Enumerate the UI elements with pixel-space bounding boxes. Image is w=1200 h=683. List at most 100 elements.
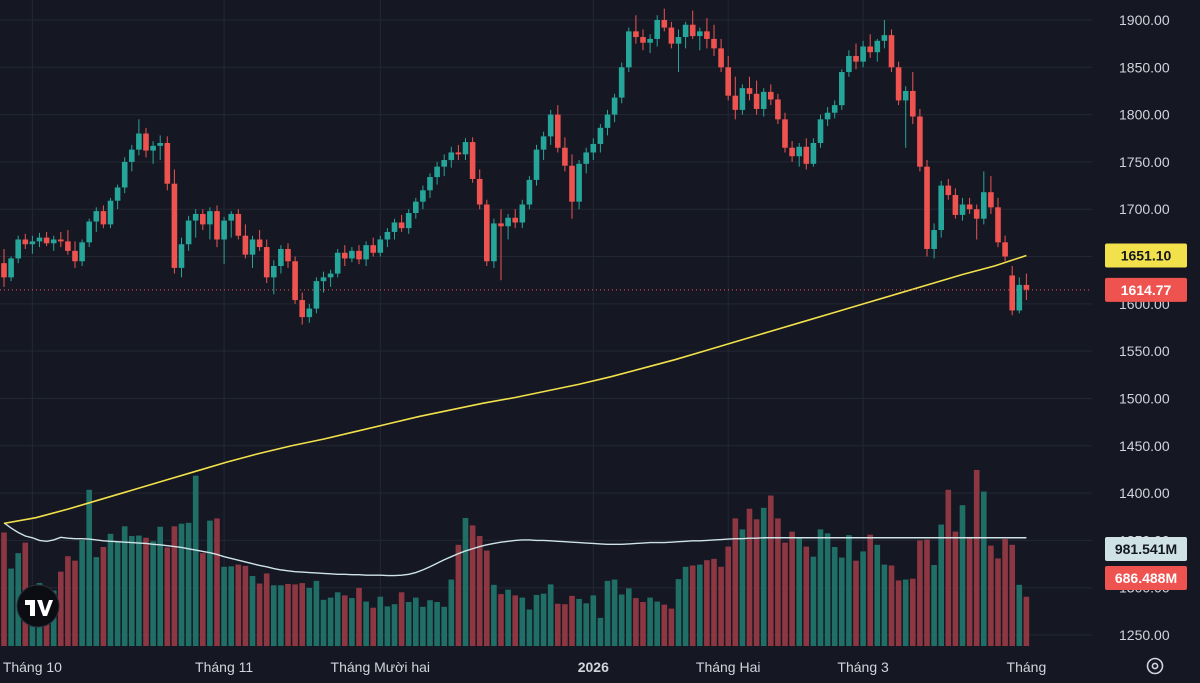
- candle-body: [569, 165, 575, 202]
- volume-bar: [420, 606, 426, 646]
- volume-bar: [888, 565, 895, 646]
- volume-bar: [981, 491, 987, 646]
- candle-body: [398, 222, 405, 229]
- volume-badge-label: 686.488M: [1115, 570, 1177, 586]
- gear-ring: [1146, 657, 1164, 675]
- candle-body: [342, 252, 348, 259]
- candle-body: [427, 177, 433, 191]
- volume-bar: [689, 565, 696, 646]
- volume-bar: [121, 526, 128, 646]
- volume-bar: [129, 536, 135, 646]
- volume-bar: [533, 594, 540, 646]
- candle-body: [931, 230, 937, 249]
- volume-bar: [342, 595, 348, 646]
- volume-bar: [654, 601, 660, 646]
- candle-body: [58, 239, 64, 242]
- volume-bar: [810, 556, 817, 646]
- candle-body: [50, 239, 57, 244]
- volume-bar: [661, 604, 668, 646]
- candle-body: [739, 88, 746, 110]
- x-tick-label: Tháng 11: [195, 659, 253, 675]
- volume-bar: [143, 537, 149, 646]
- candle-body: [22, 239, 29, 245]
- volume-bar: [895, 580, 902, 646]
- volume-bar: [626, 588, 632, 646]
- tradingview-logo[interactable]: TV: [16, 584, 60, 628]
- volume-bar: [271, 585, 277, 646]
- candle-body: [760, 91, 767, 109]
- candle-body: [626, 31, 632, 68]
- volume-bar: [263, 573, 270, 646]
- volume-bar: [1023, 596, 1030, 646]
- volume-bar: [455, 544, 462, 646]
- candle-body: [725, 67, 731, 96]
- candle-body: [455, 152, 462, 155]
- volume-bar: [576, 598, 582, 646]
- gear-hub: [1151, 662, 1159, 670]
- volume-bar: [43, 605, 50, 646]
- volume-bar: [583, 603, 589, 646]
- candle-body: [938, 185, 944, 231]
- volume-ma-badge-bg: [1105, 537, 1187, 561]
- y-tick-label: 1400.00: [1119, 485, 1170, 501]
- volume-bar: [796, 538, 802, 646]
- y-tick-label: 1700.00: [1119, 201, 1170, 217]
- volume-bar: [732, 518, 739, 646]
- candle-body: [363, 245, 369, 260]
- volume-bar: [292, 584, 298, 646]
- candle-body: [782, 119, 788, 148]
- volume-bar: [320, 599, 327, 646]
- candle-body: [867, 46, 873, 53]
- candle-body: [441, 160, 447, 167]
- volume-bar: [846, 535, 852, 646]
- time-axis[interactable]: Tháng 10 Tháng 11 Tháng Mười hai 2026 Tháng …: [3, 659, 1046, 675]
- candle-body: [320, 277, 327, 282]
- volume-bar: [207, 520, 213, 646]
- candle-body: [200, 213, 206, 225]
- candle-body: [590, 143, 597, 153]
- volume-bar: [697, 564, 703, 646]
- candle-body: [732, 95, 739, 110]
- candle-body: [981, 192, 987, 219]
- volume-bar: [959, 505, 966, 646]
- candle-body: [746, 88, 753, 94]
- candle-body: [775, 99, 781, 120]
- candle-body: [583, 152, 589, 164]
- candle-body: [910, 90, 916, 117]
- volume-ma-badge-label: 981.541M: [1115, 541, 1177, 557]
- volume-bar: [441, 606, 447, 646]
- candle-body: [874, 40, 881, 53]
- x-tick-label: Tháng Hai: [696, 659, 761, 675]
- volume-bar: [938, 524, 944, 646]
- candle-body: [72, 250, 78, 262]
- gear-icon[interactable]: [1146, 657, 1164, 675]
- candle-body: [768, 91, 774, 100]
- volume-bar: [107, 533, 114, 646]
- candle-body: [611, 97, 618, 115]
- volume-bar: [945, 489, 952, 646]
- volume-bar: [768, 495, 774, 646]
- volume-bar: [952, 531, 959, 646]
- y-tick-label: 1450.00: [1119, 438, 1170, 454]
- y-tick-label: 1800.00: [1119, 107, 1170, 123]
- volume-bar: [413, 597, 419, 646]
- volume-bar: [505, 589, 511, 646]
- candle-body: [377, 239, 384, 253]
- candle-body: [668, 27, 675, 44]
- volume-bar: [618, 594, 625, 646]
- candle-body: [36, 237, 43, 242]
- candle-body: [526, 179, 533, 205]
- candle-body: [498, 223, 504, 227]
- candle-body: [8, 258, 14, 278]
- candle-body: [136, 133, 142, 150]
- candle-body: [697, 31, 703, 37]
- volume-bar: [391, 604, 398, 646]
- candle-body: [143, 133, 149, 151]
- volume-bar: [299, 583, 305, 646]
- candle-body: [299, 300, 305, 318]
- candle-body: [434, 166, 440, 178]
- y-tick-label: 1250.00: [1119, 627, 1170, 643]
- logo-circle: [16, 584, 60, 628]
- volume-bar: [58, 571, 64, 646]
